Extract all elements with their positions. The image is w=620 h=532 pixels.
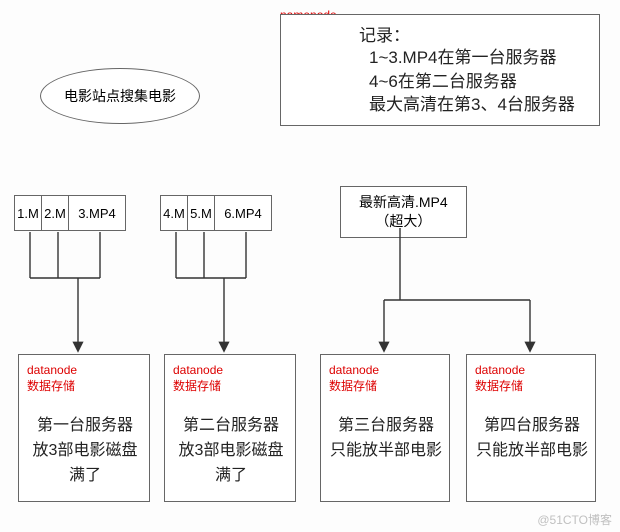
datanode-sublabel: 数据存储	[329, 379, 443, 395]
dn-body-line: 满了	[27, 464, 143, 489]
file-cell: 2.M	[41, 195, 69, 231]
datanode-sublabel: 数据存储	[475, 379, 589, 395]
file-group-1: 1.M 2.M 3.MP4	[14, 195, 126, 231]
dn-body-line: 第一台服务器	[27, 414, 143, 439]
datanode-1: datanode 数据存储 第一台服务器 放3部电影磁盘 满了	[18, 354, 150, 502]
datanode-sublabel: 数据存储	[173, 379, 289, 395]
datanode-sublabel: 数据存储	[27, 379, 143, 395]
dn-body-line: 只能放半部电影	[329, 439, 443, 464]
file-cell: 3.MP4	[68, 195, 126, 231]
file-cell: 6.MP4	[214, 195, 272, 231]
source-ellipse: 电影站点搜集电影	[40, 68, 200, 124]
source-ellipse-text: 电影站点搜集电影	[64, 86, 176, 106]
namenode-box: 记录： 1~3.MP4在第一台服务器 4~6在第二台服务器 最大高清在第3、4台…	[280, 14, 600, 126]
dn-body-line: 满了	[173, 464, 289, 489]
datanode-label: datanode	[27, 363, 143, 379]
big-file-line2: （超大）	[359, 212, 448, 231]
record-line-2: 4~6在第二台服务器	[369, 70, 517, 94]
watermark: @51CTO博客	[537, 511, 612, 528]
dn-body-line: 第四台服务器	[475, 414, 589, 439]
big-file-line1: 最新高清.MP4	[359, 193, 448, 212]
datanode-3: datanode 数据存储 第三台服务器 只能放半部电影	[320, 354, 450, 502]
file-cell: 1.M	[14, 195, 42, 231]
dn-body-line: 放3部电影磁盘	[27, 439, 143, 464]
dn-body-line: 只能放半部电影	[475, 439, 589, 464]
dn-body-line: 第三台服务器	[329, 414, 443, 439]
record-line-1: 1~3.MP4在第一台服务器	[369, 46, 557, 70]
record-title: 记录：	[359, 21, 410, 46]
file-cell: 4.M	[160, 195, 188, 231]
datanode-4: datanode 数据存储 第四台服务器 只能放半部电影	[466, 354, 596, 502]
dn-body-line: 第二台服务器	[173, 414, 289, 439]
dn-body-line: 放3部电影磁盘	[173, 439, 289, 464]
big-file-box: 最新高清.MP4 （超大）	[340, 186, 467, 238]
datanode-2: datanode 数据存储 第二台服务器 放3部电影磁盘 满了	[164, 354, 296, 502]
datanode-label: datanode	[329, 363, 443, 379]
record-line-3: 最大高清在第3、4台服务器	[369, 93, 575, 117]
datanode-label: datanode	[475, 363, 589, 379]
file-group-2: 4.M 5.M 6.MP4	[160, 195, 272, 231]
datanode-label: datanode	[173, 363, 289, 379]
file-cell: 5.M	[187, 195, 215, 231]
